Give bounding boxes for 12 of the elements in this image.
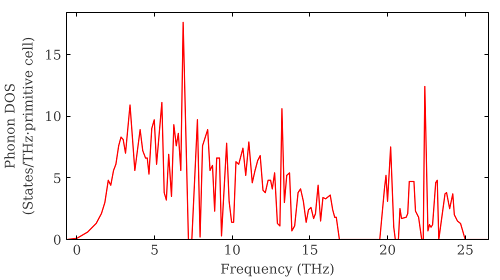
- x-tick-label: 20: [379, 244, 396, 258]
- x-axis-title: Frequency (THz): [220, 262, 335, 278]
- y-axis-title: Phonon DOS (States/THz·primitive cell): [4, 36, 37, 216]
- y-tick-label: 15: [44, 48, 62, 64]
- x-tick-label: 5: [150, 244, 159, 258]
- x-tick-label: 10: [224, 244, 241, 258]
- y-tick-label: 5: [53, 172, 62, 187]
- x-tick-label: 0: [72, 244, 82, 258]
- x-tick-label: 15: [301, 244, 318, 258]
- x-tick-label: 25: [456, 244, 474, 258]
- y-tick-label: 0: [53, 234, 62, 248]
- y-tick-label: 10: [44, 110, 62, 126]
